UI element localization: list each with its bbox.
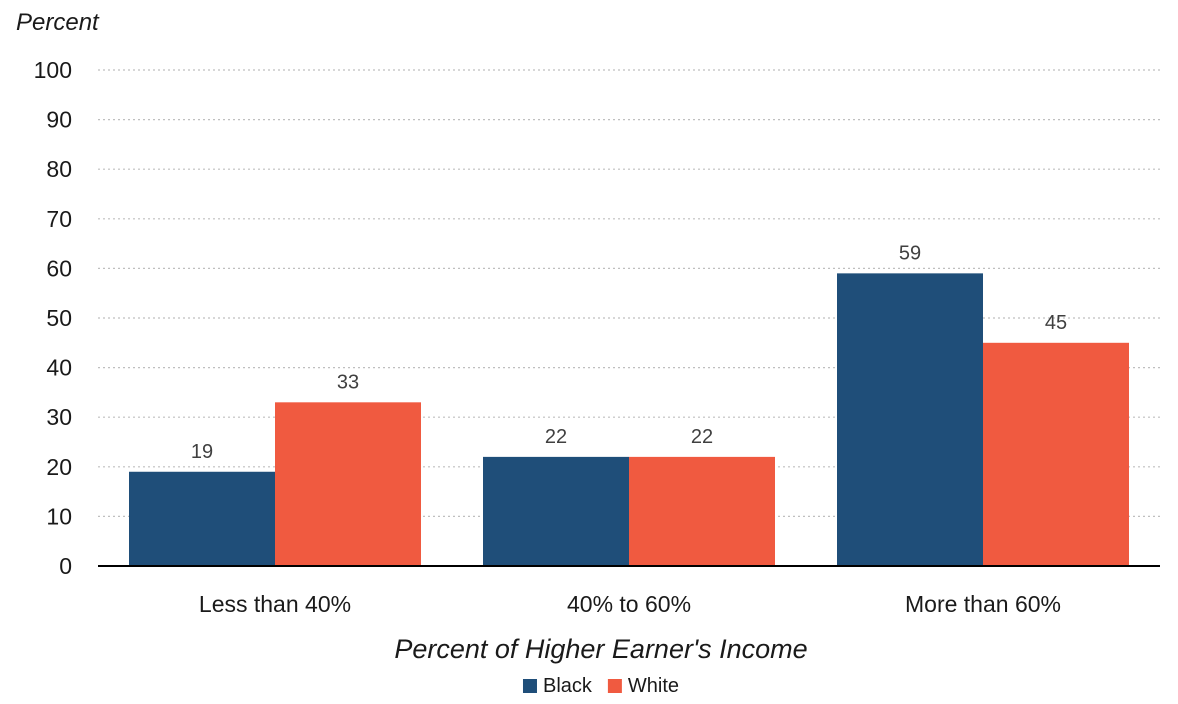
y-tick-label: 0 <box>59 553 72 579</box>
bar-black-0 <box>129 471 275 566</box>
bars <box>129 273 1129 566</box>
x-tick-label: More than 60% <box>905 591 1061 617</box>
data-label: 33 <box>337 371 359 393</box>
y-tick-label: 100 <box>34 57 72 83</box>
y-tick-label: 50 <box>46 305 72 331</box>
x-axis-title: Percent of Higher Earner's Income <box>394 634 807 664</box>
legend: Black White <box>522 675 679 697</box>
data-label: 59 <box>899 242 921 264</box>
bar-white-2 <box>983 342 1129 566</box>
data-labels: 19 33 22 22 59 45 <box>191 242 1067 462</box>
data-label: 22 <box>691 426 713 448</box>
x-tick-label: Less than 40% <box>199 591 351 617</box>
axes: 0 10 20 30 40 50 60 70 80 90 100 Less than 40% 40% t… <box>34 57 1160 617</box>
data-label: 19 <box>191 441 213 463</box>
bar-black-2 <box>837 273 983 566</box>
y-tick-label: 90 <box>46 107 72 133</box>
legend-swatch-black <box>522 679 537 693</box>
y-tick-label: 40 <box>46 355 72 381</box>
bar-white-1 <box>629 456 775 566</box>
y-tick-label: 20 <box>46 454 72 480</box>
bar-white-0 <box>275 402 421 566</box>
y-tick-label: 60 <box>46 255 72 281</box>
x-tick-label: 40% to 60% <box>567 591 691 617</box>
legend-label-white: White <box>628 675 679 697</box>
legend-label-black: Black <box>543 675 593 697</box>
y-axis-title: Percent <box>16 9 100 36</box>
bar-black-1 <box>483 456 629 566</box>
y-tick-label: 10 <box>46 503 72 529</box>
y-tick-label: 30 <box>46 404 72 430</box>
legend-swatch-white <box>607 679 622 693</box>
data-label: 22 <box>545 426 567 448</box>
data-label: 45 <box>1045 312 1067 334</box>
y-tick-label: 70 <box>46 206 72 232</box>
y-tick-label: 80 <box>46 156 72 182</box>
